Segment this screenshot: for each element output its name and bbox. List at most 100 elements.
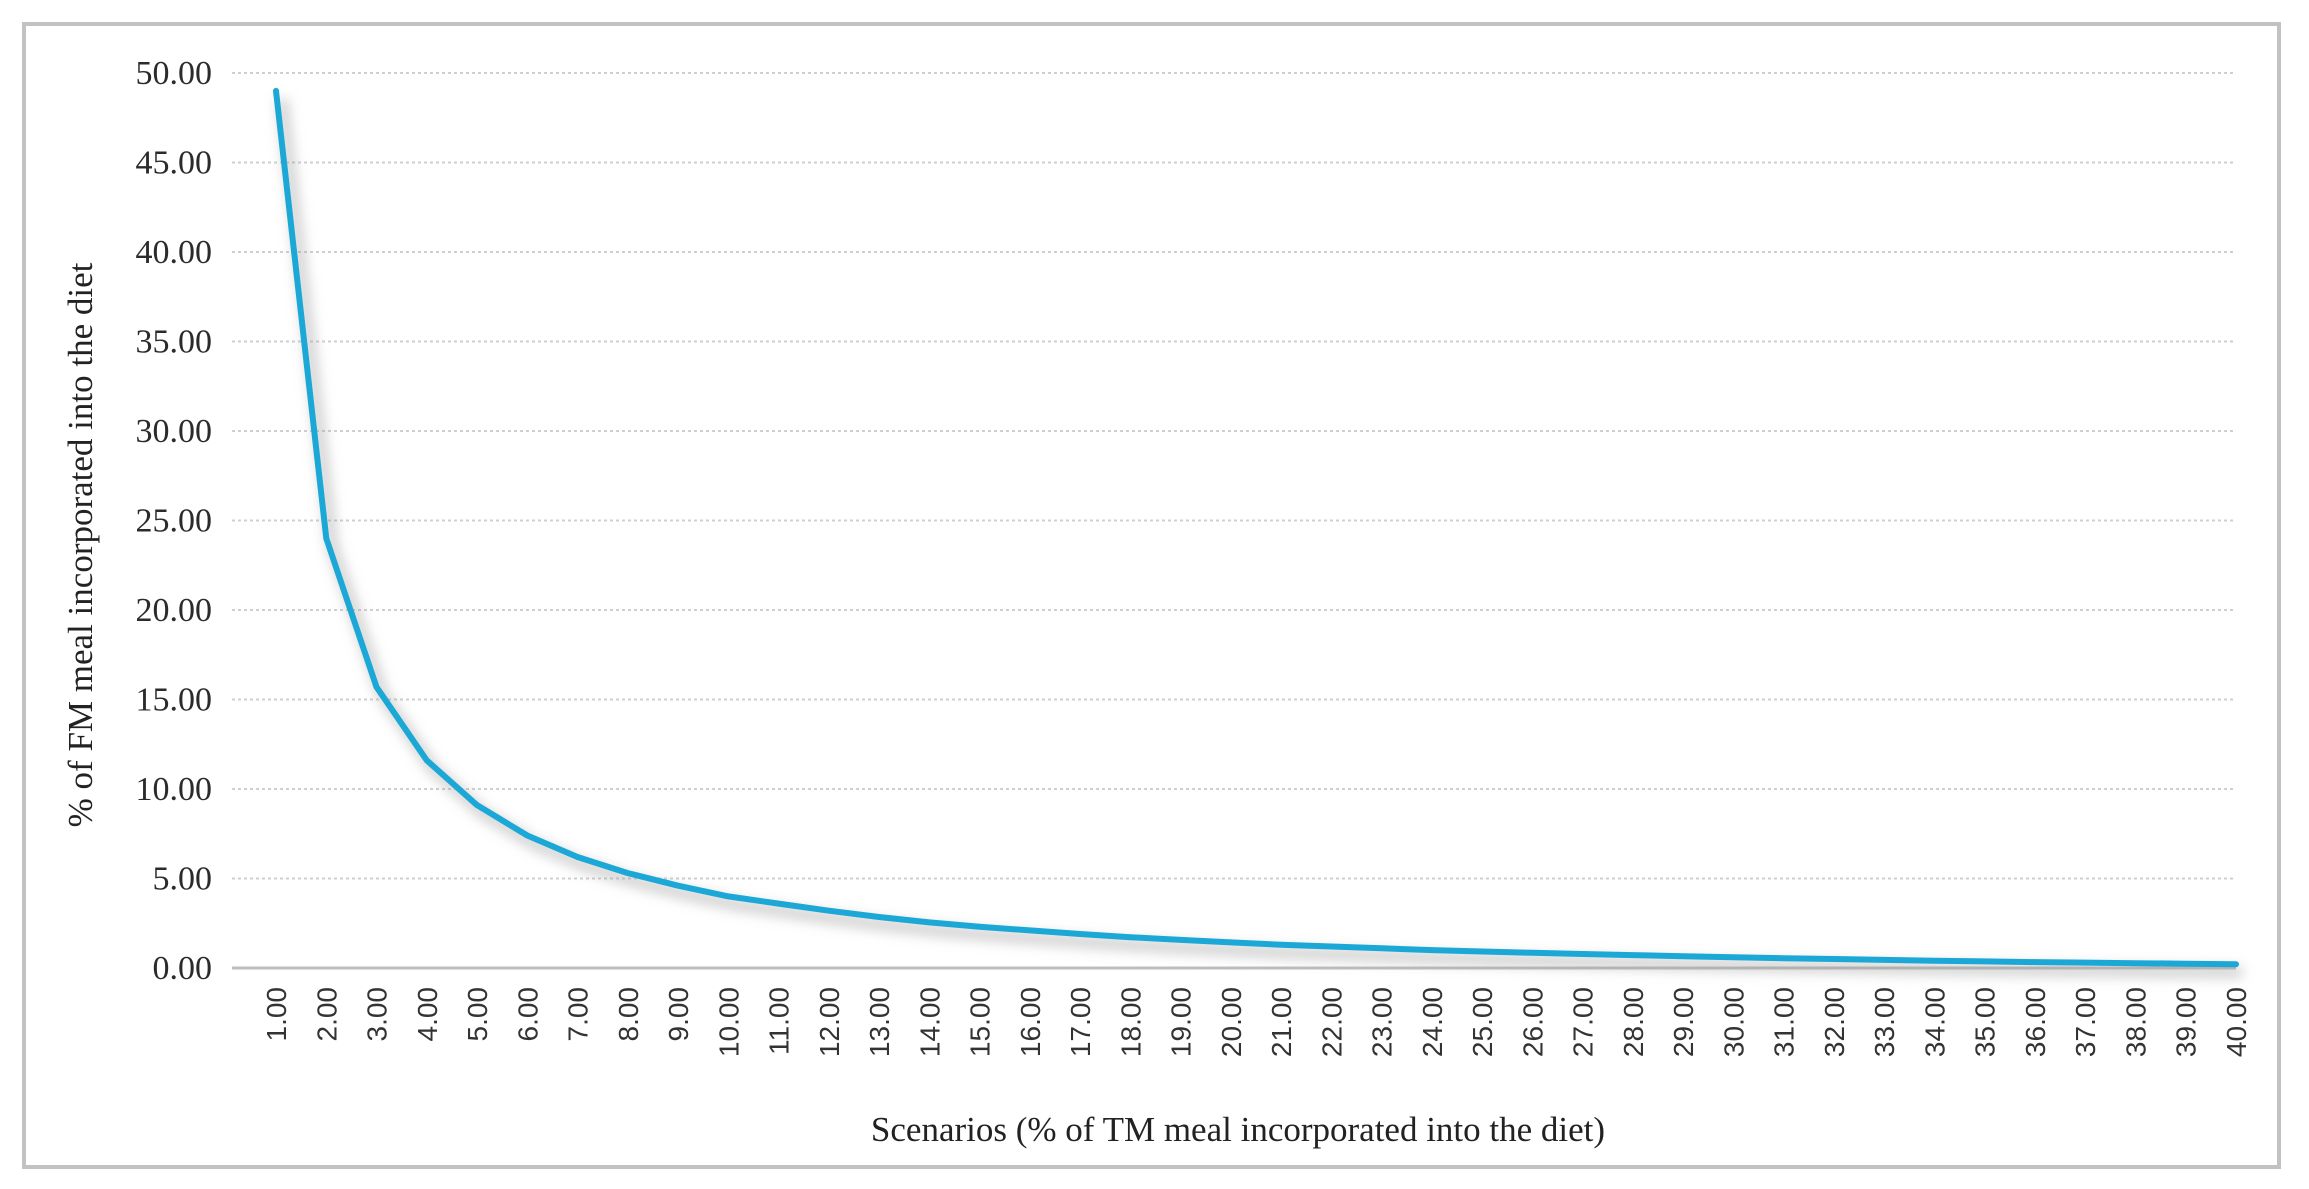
y-tick-label: 35.00 <box>136 324 213 361</box>
x-tick-label: 26.00 <box>1517 987 1548 1057</box>
x-tick-label: 6.00 <box>512 987 543 1042</box>
series-line <box>273 87 2239 968</box>
x-tick-label: 16.00 <box>1015 987 1046 1057</box>
series-shadow <box>276 98 2243 979</box>
y-tick-label: 15.00 <box>136 682 213 719</box>
x-tick-label: 7.00 <box>563 987 594 1042</box>
x-tick-label: 27.00 <box>1568 987 1599 1057</box>
data-point <box>2183 961 2189 967</box>
x-tick-label: 38.00 <box>2120 987 2151 1057</box>
x-tick-label: 20.00 <box>1216 987 1247 1057</box>
data-point <box>625 870 631 876</box>
data-point <box>1077 931 1083 937</box>
data-point <box>1228 939 1234 945</box>
data-point <box>2032 959 2038 965</box>
x-tick-label: 31.00 <box>1769 987 1800 1057</box>
data-point <box>2082 960 2088 966</box>
x-tick-label: 5.00 <box>462 987 493 1042</box>
x-tick-label: 33.00 <box>1869 987 1900 1057</box>
x-tick-label: 12.00 <box>814 987 845 1057</box>
x-tick-label: 19.00 <box>1166 987 1197 1057</box>
x-tick-label: 29.00 <box>1668 987 1699 1057</box>
series-layer <box>273 87 2243 979</box>
data-point <box>776 901 782 907</box>
data-point <box>675 883 681 889</box>
x-tick-label: 28.00 <box>1618 987 1649 1057</box>
data-point <box>926 919 932 925</box>
y-tick-label: 40.00 <box>136 234 213 271</box>
data-point <box>826 908 832 914</box>
data-point <box>1278 942 1284 948</box>
data-point <box>1127 934 1133 940</box>
data-point <box>1178 937 1184 943</box>
data-point <box>1580 951 1586 957</box>
x-tick-label: 3.00 <box>362 987 393 1042</box>
x-tick-label: 30.00 <box>1718 987 1749 1057</box>
x-tick-label: 17.00 <box>1065 987 1096 1057</box>
data-point <box>1379 945 1385 951</box>
data-point <box>1529 950 1535 956</box>
x-tick-label: 21.00 <box>1266 987 1297 1057</box>
data-point <box>1429 947 1435 953</box>
y-tick-label: 5.00 <box>153 861 213 898</box>
x-tick-label: 8.00 <box>613 987 644 1042</box>
data-point <box>575 854 581 860</box>
y-tick-label: 45.00 <box>136 145 213 182</box>
data-point <box>1630 952 1636 958</box>
x-tick-label: 14.00 <box>914 987 945 1057</box>
x-tick-label: 24.00 <box>1417 987 1448 1057</box>
y-tick-label: 50.00 <box>136 55 213 92</box>
x-tick-label: 1.00 <box>261 987 292 1042</box>
x-tick-label: 36.00 <box>2020 987 2051 1057</box>
chart-frame <box>22 22 2281 1169</box>
y-axis: 0.00 5.00 10.00 15.00 20.00 25.00 30.00 35.00 40… <box>136 55 213 987</box>
x-axis: 1.00 2.00 3.00 4.00 5.00 6.00 7.00 8.00 9.00 10.0… <box>232 966 2252 1057</box>
x-tick-label: 18.00 <box>1115 987 1146 1057</box>
y-tick-label: 20.00 <box>136 592 213 629</box>
x-tick-label: 23.00 <box>1367 987 1398 1057</box>
data-point <box>374 684 380 690</box>
x-tick-label: 4.00 <box>412 987 443 1042</box>
y-tick-label: 10.00 <box>136 771 213 808</box>
y-tick-label: 30.00 <box>136 413 213 450</box>
data-point <box>1328 944 1334 950</box>
y-axis-label: % of FM meal incorporated into the diet <box>61 262 100 827</box>
data-point <box>876 914 882 920</box>
data-point <box>1881 957 1887 963</box>
x-tick-label: 40.00 <box>2221 987 2252 1057</box>
data-point <box>1479 949 1485 955</box>
data-point <box>424 757 430 763</box>
data-point <box>1831 956 1837 962</box>
y-tick-label: 0.00 <box>153 950 213 987</box>
data-point <box>273 88 279 94</box>
data-point <box>1781 955 1787 961</box>
x-tick-label: 35.00 <box>1970 987 2001 1057</box>
data-point <box>474 802 480 808</box>
x-tick-label: 32.00 <box>1819 987 1850 1057</box>
x-tick-label: 10.00 <box>713 987 744 1057</box>
x-tick-label: 13.00 <box>864 987 895 1057</box>
data-point <box>323 535 329 541</box>
x-tick-label: 22.00 <box>1316 987 1347 1057</box>
x-tick-label: 9.00 <box>663 987 694 1042</box>
data-point <box>1027 927 1033 933</box>
x-tick-label: 37.00 <box>2070 987 2101 1057</box>
data-point <box>1931 958 1937 964</box>
data-point <box>1680 953 1686 959</box>
x-tick-label: 34.00 <box>1919 987 1950 1057</box>
x-tick-label: 11.00 <box>764 987 795 1055</box>
data-point <box>725 893 731 899</box>
data-point <box>524 833 530 839</box>
data-point <box>1982 958 1988 964</box>
x-tick-label: 39.00 <box>2171 987 2202 1057</box>
gridlines <box>232 72 2236 880</box>
x-tick-label: 25.00 <box>1467 987 1498 1057</box>
data-point <box>977 924 983 930</box>
x-tick-label: 2.00 <box>311 987 342 1042</box>
y-tick-label: 25.00 <box>136 503 213 540</box>
data-point <box>2233 961 2239 967</box>
data-point <box>2132 960 2138 966</box>
x-tick-label: 15.00 <box>965 987 996 1057</box>
x-axis-label: Scenarios (% of TM meal incorporated int… <box>871 1110 1605 1149</box>
